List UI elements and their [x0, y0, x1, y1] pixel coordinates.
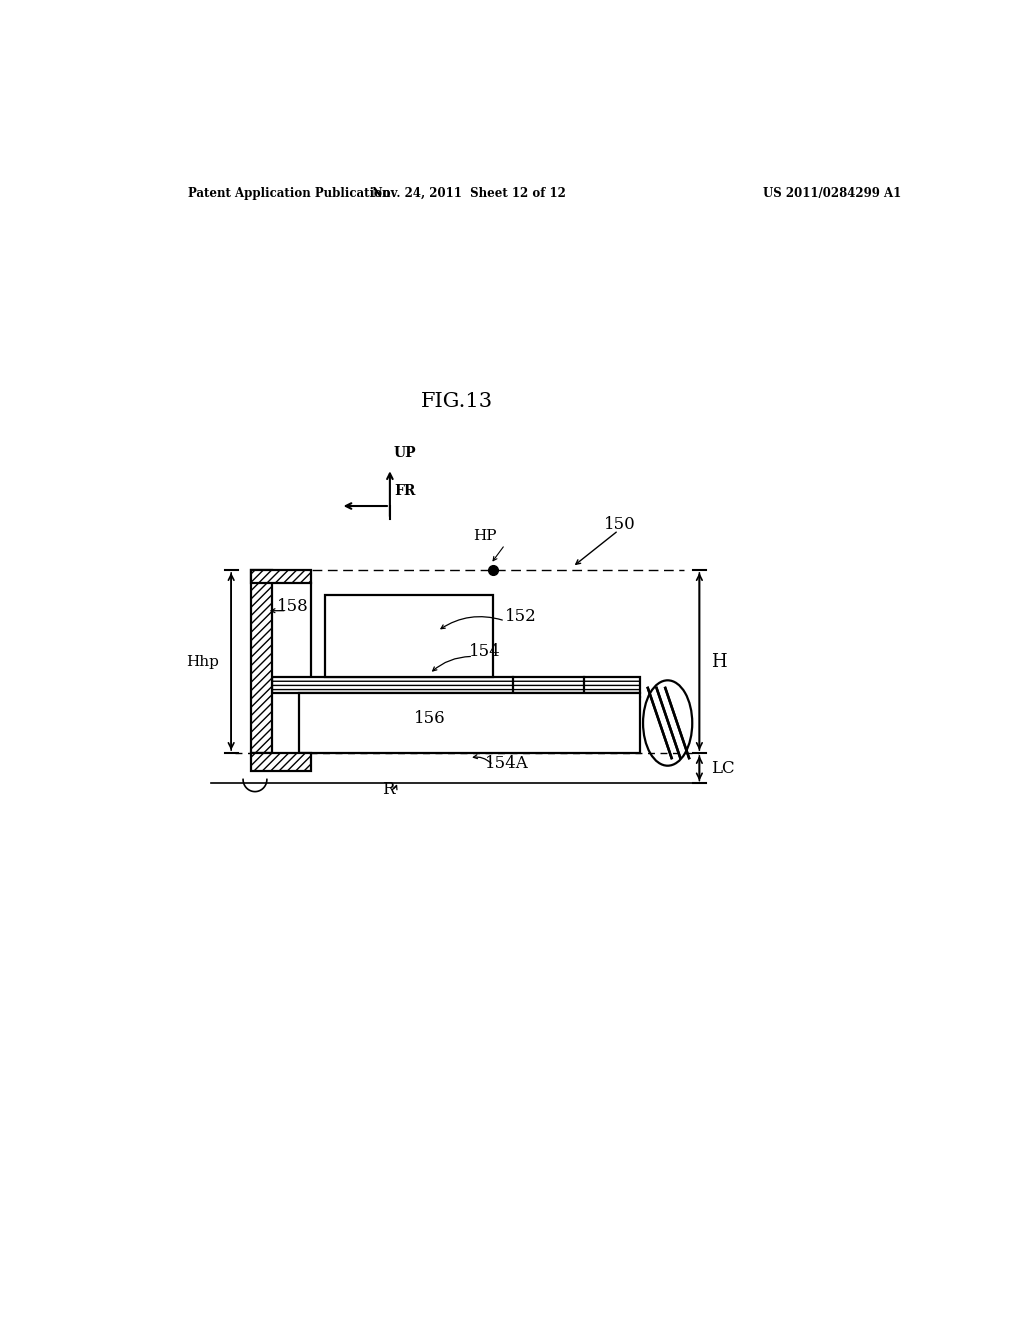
Bar [251, 570, 310, 583]
Text: 154: 154 [469, 643, 501, 660]
Text: 158: 158 [278, 598, 309, 615]
Text: 156: 156 [414, 710, 445, 726]
Text: UP: UP [394, 446, 417, 461]
Bar [251, 570, 272, 752]
Ellipse shape [643, 680, 692, 766]
Text: HP: HP [473, 528, 497, 543]
Text: FR: FR [394, 484, 415, 498]
Text: 150: 150 [604, 516, 636, 533]
Text: 152: 152 [505, 609, 537, 624]
Text: 154A: 154A [485, 755, 528, 772]
Text: Nov. 24, 2011  Sheet 12 of 12: Nov. 24, 2011 Sheet 12 of 12 [373, 187, 566, 199]
Text: Hhp: Hhp [186, 655, 219, 668]
Text: LC: LC [712, 760, 735, 776]
Text: Patent Application Publication: Patent Application Publication [187, 187, 390, 199]
Bar [272, 677, 640, 693]
Text: R: R [382, 780, 394, 797]
Text: US 2011/0284299 A1: US 2011/0284299 A1 [763, 187, 901, 199]
Bar [299, 693, 640, 752]
Bar [251, 570, 310, 583]
Text: FIG.13: FIG.13 [421, 392, 494, 411]
Bar [325, 595, 494, 677]
Bar [272, 677, 640, 693]
Bar [251, 570, 272, 752]
Text: H: H [712, 652, 727, 671]
Bar [251, 752, 310, 771]
Bar [251, 752, 310, 771]
